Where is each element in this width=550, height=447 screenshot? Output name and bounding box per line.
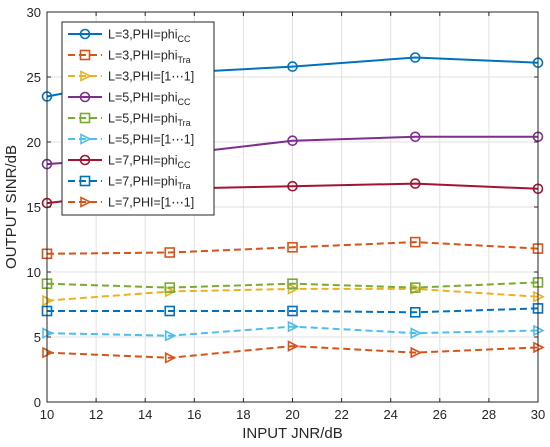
legend-label-main: L=5,PHI=phi — [108, 112, 178, 126]
legend-label-main: L=5,PHI=phi — [108, 91, 178, 105]
square-marker — [287, 305, 298, 317]
legend-item: L=3,PHI=phiTra — [68, 49, 191, 66]
square-marker — [409, 282, 421, 293]
x-tick-label: 28 — [482, 407, 496, 422]
x-tick-label: 18 — [236, 407, 250, 422]
triangle-marker — [287, 340, 300, 352]
legend-label-subscript: Tra — [178, 181, 191, 191]
x-axis-label: INPUT JNR/dB — [242, 425, 343, 442]
triangle-marker — [80, 196, 92, 208]
triangle-marker — [287, 320, 300, 333]
square-marker — [164, 247, 176, 258]
triangle-marker — [164, 329, 177, 342]
x-tick-label: 30 — [531, 407, 545, 422]
legend-box — [61, 21, 215, 216]
circle-marker — [409, 178, 421, 189]
triangle-marker — [410, 346, 423, 359]
circle-marker — [79, 154, 91, 166]
circle-marker — [79, 91, 91, 103]
legend-label: L=7,PHI=[1⋯1] — [108, 196, 194, 210]
square-marker — [409, 306, 421, 318]
y-tick-label: 0 — [34, 395, 41, 410]
square-marker — [409, 236, 421, 248]
triangle-marker — [80, 133, 92, 145]
circle-marker — [287, 61, 298, 72]
legend-label-main: L=3,PHI=phi — [108, 28, 178, 42]
legend-label-subscript: Tra — [178, 55, 191, 65]
y-axis-label: OUTPUT SINR/dB — [3, 145, 20, 269]
legend-label: L=3,PHI=phiCC — [108, 28, 191, 45]
legend-label-main: L=7,PHI=phi — [108, 175, 178, 189]
triangle-marker — [80, 70, 92, 82]
legend-item: L=5,PHI=phiTra — [68, 112, 191, 129]
legend-label: L=3,PHI=phiTra — [108, 49, 191, 66]
legend: L=3,PHI=phiCCL=3,PHI=phiTraL=3,PHI=[1⋯1]… — [61, 21, 215, 216]
square-marker — [79, 49, 91, 61]
circle-marker — [409, 52, 421, 63]
legend-item: L=5,PHI=[1⋯1] — [68, 133, 194, 147]
legend-label: L=7,PHI=phiCC — [108, 154, 191, 171]
ticks: 10 12 14 16 18 20 22 24 26 28 30 0 5 10 15 20 25 30 — [27, 5, 546, 422]
legend-label: L=5,PHI=[1⋯1] — [108, 133, 194, 147]
triangle-marker — [164, 352, 177, 364]
triangle-marker — [410, 327, 423, 339]
y-tick-label: 5 — [34, 330, 41, 345]
legend-label-subscript: CC — [178, 34, 191, 44]
legend-label: L=5,PHI=phiCC — [108, 91, 191, 108]
circle-marker — [409, 131, 421, 143]
square-marker — [79, 112, 91, 124]
square-marker — [79, 175, 91, 187]
legend-label-main: L=3,PHI=phi — [108, 49, 178, 63]
legend-label-main: L=5,PHI=[1⋯1] — [108, 133, 194, 147]
legend-label-main: L=7,PHI=phi — [108, 154, 178, 168]
square-marker — [164, 305, 176, 317]
series-line — [46, 241, 539, 255]
legend-item: L=7,PHI=phiCC — [68, 154, 191, 171]
y-tick-label: 20 — [27, 135, 41, 150]
series-line — [46, 325, 539, 337]
x-tick-label: 22 — [334, 407, 348, 422]
legend-label-subscript: Tra — [178, 118, 191, 128]
series-line — [47, 307, 539, 314]
x-tick-label: 20 — [285, 407, 299, 422]
x-tick-label: 12 — [89, 407, 103, 422]
legend-label-subscript: CC — [178, 97, 191, 107]
legend-label-main: L=7,PHI=[1⋯1] — [108, 196, 194, 210]
legend-label-main: L=3,PHI=[1⋯1] — [108, 70, 194, 84]
x-tick-label: 16 — [187, 407, 201, 422]
series-line — [46, 345, 539, 359]
y-tick-label: 25 — [27, 70, 41, 85]
x-tick-label: 26 — [433, 407, 447, 422]
y-tick-label: 10 — [27, 265, 41, 280]
legend-label: L=5,PHI=phiTra — [108, 112, 191, 129]
legend-item: L=7,PHI=[1⋯1] — [68, 196, 194, 210]
legend-item: L=3,PHI=[1⋯1] — [68, 70, 194, 84]
legend-item: L=7,PHI=phiTra — [68, 175, 191, 192]
circle-marker — [79, 28, 91, 40]
square-marker — [287, 242, 298, 253]
y-tick-label: 15 — [27, 200, 41, 215]
square-marker — [287, 278, 298, 290]
legend-item: L=5,PHI=phiCC — [68, 91, 191, 108]
legend-item: L=3,PHI=phiCC — [68, 28, 191, 45]
circle-marker — [287, 180, 298, 192]
series-line — [46, 281, 539, 289]
square-marker — [164, 282, 176, 293]
circle-marker — [287, 135, 298, 146]
legend-label: L=3,PHI=[1⋯1] — [108, 70, 194, 84]
x-tick-label: 10 — [40, 407, 54, 422]
x-tick-label: 14 — [138, 407, 152, 422]
x-tick-label: 24 — [383, 407, 397, 422]
y-tick-label: 30 — [27, 5, 41, 20]
legend-label: L=7,PHI=phiTra — [108, 175, 191, 192]
legend-label-subscript: CC — [178, 160, 191, 170]
